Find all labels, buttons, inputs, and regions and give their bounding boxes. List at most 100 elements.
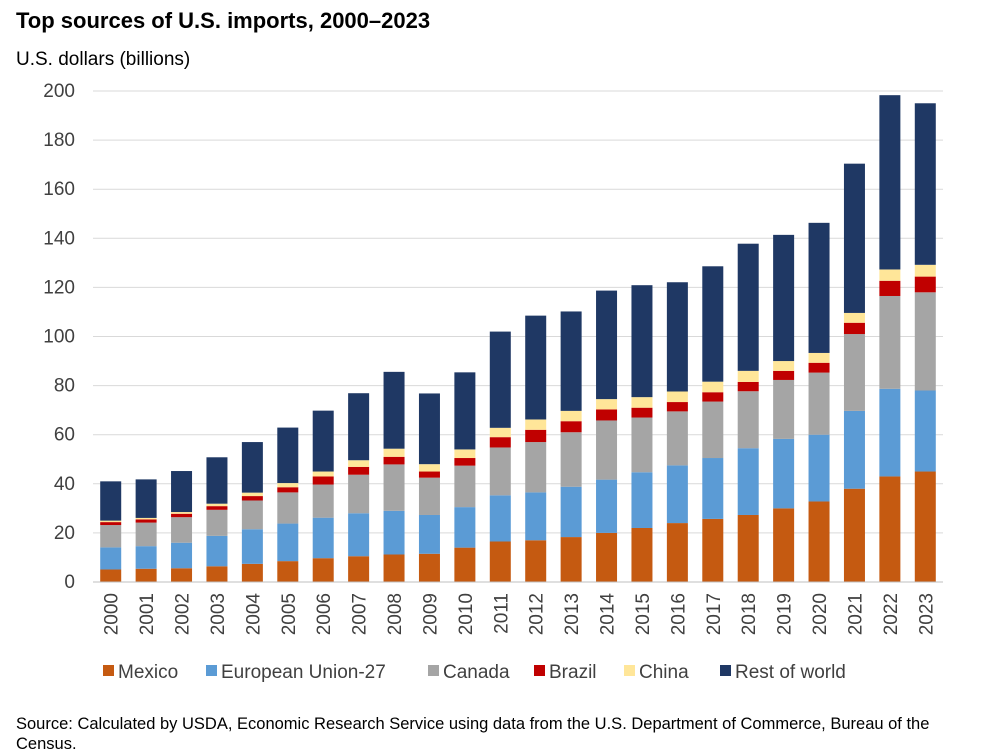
bar-segment [171, 471, 193, 513]
bar-segment [206, 535, 228, 567]
gridlines [93, 90, 943, 534]
x-tick-label: 2004 [243, 593, 264, 636]
bar-segment [135, 519, 157, 523]
bar-segment [666, 523, 688, 582]
x-tick-label: 2011 [491, 593, 512, 634]
bar-segment [737, 243, 759, 371]
bar-segment [418, 553, 440, 582]
bar-segment [773, 438, 795, 509]
x-tick-label: 2001 [137, 593, 158, 635]
bar-segment [631, 472, 653, 528]
bar-segment [560, 421, 582, 433]
bar-segment [702, 518, 724, 582]
bar-segment [737, 514, 759, 582]
bar-segment [277, 483, 299, 488]
x-tick-label: 2006 [314, 593, 335, 635]
bar-segment [666, 391, 688, 403]
bar-segment [100, 522, 122, 526]
bar-segment [383, 510, 405, 555]
bar-segment [773, 370, 795, 380]
bar-segment [418, 393, 440, 465]
bar-segment [277, 487, 299, 493]
bar-segment [454, 458, 476, 466]
legend-swatch [624, 665, 635, 676]
bar-segment [171, 542, 193, 569]
bar-segment [560, 410, 582, 422]
x-tick-label: 2017 [704, 593, 725, 635]
bar-segment [737, 381, 759, 392]
bar-segment [560, 537, 582, 582]
bar-segment [135, 546, 157, 569]
bar-segment [879, 388, 901, 477]
bar-segment [702, 401, 724, 459]
bar-segment [808, 362, 830, 373]
bar-segment [879, 295, 901, 389]
y-axis: 0 20 40 60 80 100 120 140 160 180 200 [43, 81, 75, 593]
bar-segment [631, 397, 653, 408]
bar-segment [596, 409, 618, 421]
bar-segment [773, 361, 795, 371]
bar-segment [914, 276, 936, 293]
y-tick-label: 120 [43, 277, 75, 298]
bar-segment [348, 460, 370, 467]
bar-segment [418, 464, 440, 472]
x-tick-label: 2023 [916, 593, 937, 635]
stacked-bar-chart: 0 20 40 60 80 100 120 140 160 180 200 2000 2001 2002… [43, 81, 943, 683]
bar-segment [702, 266, 724, 382]
bar-segment [525, 419, 547, 430]
y-tick-label: 60 [54, 425, 75, 446]
y-tick-label: 40 [54, 474, 75, 495]
bar-segment [100, 525, 122, 548]
bar-segment [702, 381, 724, 393]
bar-segment [312, 517, 334, 559]
bar-segment [135, 522, 157, 547]
bar-segment [666, 282, 688, 392]
bar-segment [702, 392, 724, 402]
bar-segment [135, 517, 157, 520]
bar-segment [525, 429, 547, 443]
bar-segment [596, 399, 618, 410]
x-tick-label: 2015 [633, 593, 654, 635]
bar-segment [914, 471, 936, 582]
legend-swatch [103, 665, 114, 676]
bar-segment [277, 492, 299, 524]
bar-segment [808, 352, 830, 363]
bar-segment [454, 449, 476, 459]
bar-segment [171, 513, 193, 518]
bar-segment [383, 464, 405, 511]
bars [100, 95, 936, 582]
legend-swatch [428, 665, 439, 676]
bar-segment [808, 222, 830, 353]
bar-segment [489, 541, 511, 582]
bar-segment [737, 370, 759, 382]
bar-segment [383, 371, 405, 449]
bar-segment [596, 532, 618, 582]
x-tick-label: 2012 [527, 593, 548, 635]
bar-segment [737, 448, 759, 515]
bar-segment [560, 486, 582, 538]
bar-segment [241, 529, 263, 564]
x-axis: 2000 2001 2002 2003 2004 2005 2006 2007 2008 2009… [93, 581, 943, 636]
bar-segment [914, 292, 936, 391]
x-tick-label: 2007 [350, 593, 371, 635]
bar-segment [418, 514, 440, 554]
bar-segment [773, 234, 795, 362]
bar-segment [241, 496, 263, 501]
bar-segment [843, 322, 865, 335]
bar-segment [171, 568, 193, 582]
bar-segment [666, 411, 688, 466]
bar-segment [135, 479, 157, 518]
bar-segment [312, 484, 334, 518]
bar-segment [914, 390, 936, 472]
y-tick-label: 100 [43, 327, 75, 348]
x-tick-label: 2010 [456, 593, 477, 635]
legend-swatch [206, 665, 217, 676]
bar-segment [843, 334, 865, 411]
bar-segment [418, 477, 440, 515]
legend-label: Rest of world [735, 662, 846, 683]
bar-segment [241, 500, 263, 530]
x-tick-label: 2009 [420, 593, 441, 635]
bar-segment [596, 479, 618, 533]
x-tick-label: 2008 [385, 593, 406, 635]
bar-segment [135, 568, 157, 582]
